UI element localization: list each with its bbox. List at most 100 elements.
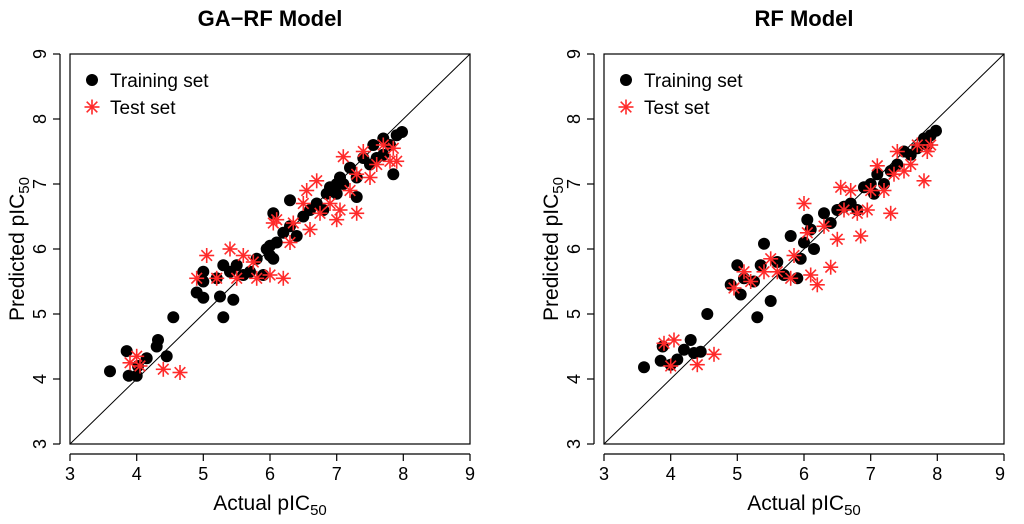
- y-tick-label: 8: [564, 114, 584, 124]
- test-point: [796, 196, 812, 211]
- test-point: [309, 173, 325, 189]
- test-point: [222, 241, 238, 257]
- test-point: [199, 248, 215, 263]
- legend-label-test: Test set: [644, 98, 710, 119]
- test-point: [229, 270, 245, 286]
- test-point: [299, 183, 315, 198]
- training-point: [784, 230, 797, 242]
- x-axis-title-sub: 50: [310, 502, 327, 519]
- x-tick-label: 4: [132, 464, 142, 484]
- test-point: [132, 358, 148, 374]
- x-axis-title-main: Actual pIC: [213, 492, 310, 515]
- test-point: [656, 335, 672, 351]
- training-point: [808, 243, 820, 255]
- training-point: [638, 361, 650, 374]
- test-point: [816, 218, 832, 234]
- test-point: [859, 202, 875, 218]
- y-tick-label: 8: [30, 114, 50, 124]
- training-point: [367, 139, 380, 151]
- x-ticks: [69, 454, 471, 461]
- y-tick-label: 5: [564, 309, 584, 319]
- training-point: [818, 207, 830, 220]
- legend-label-test: Test set: [110, 98, 176, 119]
- test-point: [295, 196, 311, 211]
- test-point: [245, 254, 261, 270]
- y-axis-title-main: Predicted pIC: [6, 194, 29, 321]
- y-ticks: [587, 53, 594, 445]
- training-point: [284, 194, 296, 207]
- legend-label-training: Training set: [644, 71, 743, 92]
- test-point: [803, 267, 819, 283]
- x-tick-label: 9: [465, 464, 475, 484]
- y-tick-label: 3: [30, 439, 50, 449]
- y-axis-title-sub: 50: [16, 177, 33, 194]
- legend-label-training: Training set: [110, 71, 209, 92]
- identity-line: [603, 53, 1005, 445]
- test-point: [923, 137, 939, 153]
- x-tick-label: 5: [198, 464, 208, 484]
- training-point: [214, 290, 226, 303]
- test-point: [916, 173, 932, 189]
- legend-circle-marker: [620, 74, 632, 86]
- test-point: [189, 270, 205, 286]
- chart-title: GA−RF Model: [198, 6, 343, 31]
- test-point: [285, 215, 301, 231]
- training-point: [694, 345, 707, 358]
- test-point: [129, 348, 145, 364]
- training-point: [217, 311, 230, 324]
- test-point: [849, 205, 865, 221]
- test-point: [666, 332, 682, 348]
- test-point: [302, 222, 318, 237]
- legend-asterisk-marker: [618, 99, 634, 115]
- test-point: [823, 259, 839, 275]
- training-point: [197, 291, 210, 304]
- test-point: [689, 357, 705, 373]
- y-axis-title: Predicted pIC50: [540, 177, 567, 321]
- training-point: [330, 187, 343, 200]
- test-point: [836, 202, 852, 218]
- y-tick-label: 9: [564, 49, 584, 59]
- training-point: [160, 350, 173, 363]
- x-tick-label: 7: [332, 464, 342, 484]
- y-tick-label: 3: [564, 439, 584, 449]
- training-point: [798, 236, 810, 249]
- training-point: [678, 343, 690, 356]
- test-point: [736, 264, 752, 280]
- test-point: [155, 361, 171, 377]
- test-point: [829, 231, 845, 247]
- training-point: [751, 311, 764, 324]
- y-tick-labels: 3 4 5 6 7 8 9: [564, 49, 584, 449]
- x-axis-title: Actual pIC50: [213, 492, 327, 519]
- legend: Training set Test set: [84, 71, 209, 119]
- test-point: [389, 153, 405, 169]
- training-point: [684, 334, 697, 346]
- training-point: [801, 213, 814, 226]
- x-ticks: [603, 454, 1005, 461]
- test-point: [756, 264, 772, 280]
- y-tick-label: 6: [30, 244, 50, 254]
- panel-ga-rf: GA−RF Model 3 4 5 6 7 8 9 Actual pIC50: [6, 6, 475, 519]
- y-ticks: [53, 53, 60, 445]
- y-tick-label: 7: [30, 179, 50, 189]
- test-point: [833, 179, 849, 195]
- test-point: [743, 274, 759, 289]
- test-point: [349, 166, 365, 182]
- test-point: [269, 212, 285, 228]
- train-points: [104, 126, 408, 382]
- test-point: [886, 166, 902, 182]
- test-point: [903, 157, 919, 172]
- test-point: [769, 264, 785, 280]
- training-point: [701, 308, 714, 320]
- test-point: [369, 157, 385, 172]
- training-point: [267, 252, 280, 265]
- legend: Training set Test set: [618, 71, 743, 119]
- training-point: [387, 168, 400, 181]
- test-point: [896, 163, 912, 179]
- test-point: [786, 248, 802, 263]
- x-tick-label: 8: [398, 464, 408, 484]
- y-axis-title-main: Predicted pIC: [540, 194, 563, 321]
- test-point: [332, 202, 348, 218]
- y-tick-label: 5: [30, 309, 50, 319]
- legend-asterisk-marker: [84, 99, 100, 115]
